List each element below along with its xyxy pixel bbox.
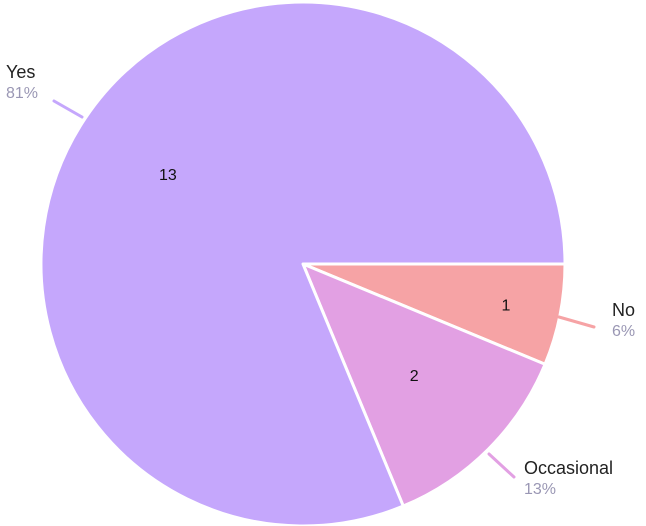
slice-percent-occasional: 13%: [524, 481, 556, 498]
leader-line-no: [557, 315, 596, 329]
slice-percent-yes: 81%: [6, 85, 38, 102]
slice-count-occasional: 2: [410, 368, 419, 385]
slice-label-yes: Yes: [6, 62, 35, 82]
slice-count-no: 1: [502, 297, 511, 314]
category-labels: No 6% Occasional 13% Yes 81%: [6, 62, 635, 498]
pie-slice-yes: [39, 0, 567, 526]
slice-label-occasional: Occasional: [524, 458, 613, 478]
count-labels: 1 2 13: [159, 167, 511, 385]
pie-slices: [39, 0, 567, 526]
pie-slice-occasional: [301, 262, 547, 508]
leader-line-yes: [52, 99, 84, 119]
slice-percent-no: 6%: [612, 323, 635, 340]
leader-lines: [52, 99, 596, 479]
slice-count-yes: 13: [159, 167, 177, 184]
slice-label-no: No: [612, 300, 635, 320]
leader-line-occasional: [487, 452, 516, 479]
